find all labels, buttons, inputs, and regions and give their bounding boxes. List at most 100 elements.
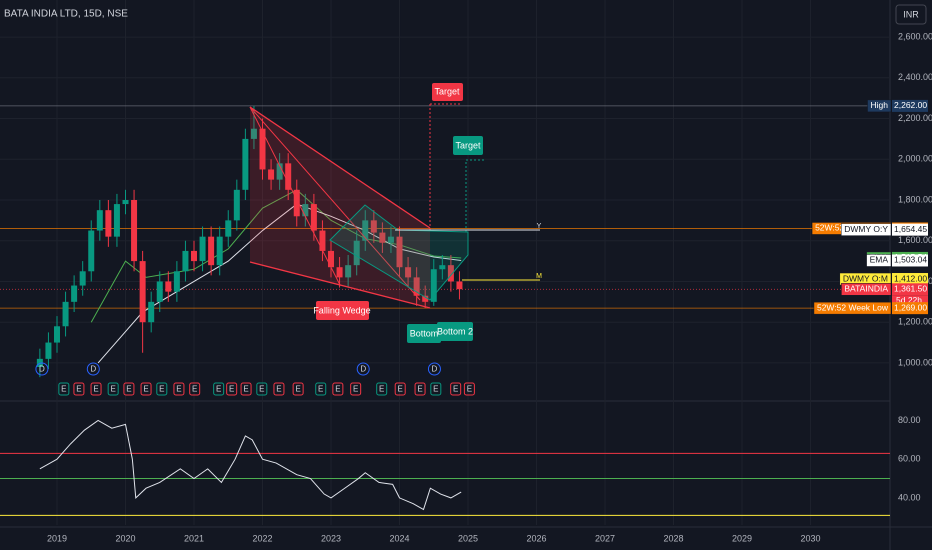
candle-body	[113, 204, 120, 237]
candle-body	[413, 277, 420, 296]
candle-body	[345, 265, 352, 278]
candle-body	[456, 281, 463, 290]
candle-body	[216, 236, 223, 266]
candle-body	[182, 250, 189, 272]
currency-button[interactable]	[895, 4, 927, 25]
event-badge: E	[123, 382, 135, 396]
candle-body	[53, 326, 60, 343]
candle-body	[233, 189, 240, 221]
event-badge: E	[430, 382, 442, 396]
event-label: D	[432, 365, 438, 374]
currency[interactable]: INR	[903, 9, 919, 19]
price-label-name-box	[841, 283, 892, 296]
event-label: E	[417, 385, 422, 394]
event-label: E	[335, 385, 340, 394]
candle-body	[199, 236, 206, 262]
rsi-tick-label: 60.00	[898, 454, 921, 464]
event-label: E	[433, 385, 438, 394]
y-tick-label: 1,200.00	[898, 317, 932, 327]
x-tick-label: 2022	[252, 533, 272, 543]
price-label-name: DWMY O:M	[843, 273, 888, 283]
event-badge: E	[73, 382, 85, 396]
event-badge: E	[156, 382, 168, 396]
event-badge: E	[189, 382, 201, 396]
candle-body	[302, 204, 309, 217]
candle-body	[328, 250, 335, 268]
candle-body	[148, 301, 155, 323]
event-badge: E	[350, 382, 362, 396]
event-label: E	[276, 385, 281, 394]
candle-body	[379, 232, 386, 243]
event-label: E	[143, 385, 148, 394]
event-label: E	[243, 385, 248, 394]
price-label-name-box	[813, 301, 892, 315]
price-label-name: BATAINDIA	[844, 284, 888, 294]
candle-body	[405, 267, 412, 278]
candle-body	[293, 189, 300, 217]
candle-body	[353, 240, 360, 266]
candle-body	[268, 169, 275, 180]
target-label-box	[453, 136, 483, 155]
pattern-fill	[329, 204, 469, 301]
event-badge: D	[356, 362, 370, 376]
candle-body	[276, 163, 283, 180]
price-label-value-box	[892, 254, 928, 267]
annotation: Target	[434, 86, 460, 96]
price-label: 1,361.50 BATAINDIA 5d 22h	[841, 283, 928, 307]
event-label: E	[259, 385, 264, 394]
wedge-label-box	[316, 301, 369, 320]
candle-body	[208, 236, 215, 266]
price-label-value: 1,412.00	[894, 273, 927, 283]
y-tick-label: 2,600.00	[898, 31, 932, 41]
event-icon	[450, 382, 462, 396]
candle-body	[62, 301, 69, 327]
event-icon	[356, 362, 370, 376]
event-icon	[256, 382, 268, 396]
event-label: E	[159, 385, 164, 394]
event-badge: D	[35, 362, 49, 376]
target-label-box	[432, 83, 463, 101]
event-icon	[189, 382, 201, 396]
event-icon	[350, 382, 362, 396]
annotation: M	[536, 273, 542, 280]
candle-body	[336, 267, 343, 278]
event-badge: E	[226, 382, 238, 396]
price-label-value: 1,654.45	[894, 224, 927, 234]
y-tick-label: 1,000.00	[898, 357, 932, 367]
candle-body	[173, 271, 180, 292]
event-badge: E	[58, 382, 70, 396]
event-icon	[273, 382, 285, 396]
candle-body	[139, 261, 146, 323]
event-label: E	[110, 385, 115, 394]
candle-body	[362, 220, 369, 241]
price-label-value-box	[892, 273, 928, 286]
price-label: 2,262.00 High	[867, 99, 928, 113]
event-badge: E	[107, 382, 119, 396]
event-icon	[156, 382, 168, 396]
y-tick-label: 1,800.00	[898, 194, 932, 204]
event-icon	[86, 362, 100, 376]
event-icon	[430, 382, 442, 396]
price-label-name-box	[840, 223, 892, 236]
wedge-fill	[250, 107, 430, 308]
event-label: E	[176, 385, 181, 394]
chart-title: BATA INDIA LTD, 15D, NSE	[4, 9, 128, 20]
event-label: E	[229, 385, 234, 394]
x-tick-label: 2019	[47, 533, 67, 543]
annotation: Bottom 2	[437, 326, 473, 336]
event-badge: E	[273, 382, 285, 396]
x-tick-label: 2026	[527, 533, 547, 543]
candle-body	[156, 281, 163, 302]
event-badge: E	[332, 382, 344, 396]
event-icon	[427, 362, 441, 376]
event-icon	[173, 382, 185, 396]
candle-body	[430, 269, 437, 302]
price-label: 1,412.00 DWMY O:M	[839, 272, 928, 286]
candle-body	[122, 200, 129, 205]
event-label: E	[126, 385, 131, 394]
candle-body	[422, 295, 429, 302]
price-label: 1,269.00 52W:52 Week Low	[813, 301, 928, 315]
price-label: 1,654.45 DWMY O:Y	[840, 223, 928, 236]
y-tick-label: 2,000.00	[898, 154, 932, 164]
